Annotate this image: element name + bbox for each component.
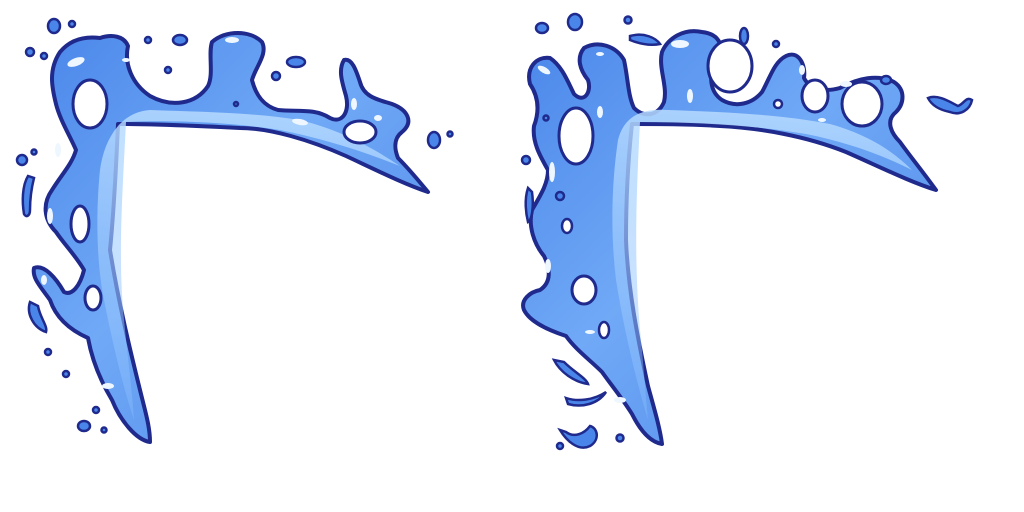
frame-hole xyxy=(597,320,611,340)
frame-hole xyxy=(83,284,103,312)
frame-hole xyxy=(560,217,574,235)
frame-inner-glow xyxy=(97,110,400,420)
frame-hole xyxy=(342,119,378,145)
frame-hole xyxy=(570,274,598,306)
frame-hole xyxy=(69,204,91,244)
frame-inner-glow xyxy=(612,109,912,420)
liquid-corner-frame-right xyxy=(520,12,974,451)
frame-hole xyxy=(800,78,830,114)
frame-hole xyxy=(71,78,109,130)
splash-droplets xyxy=(520,12,974,451)
splash-droplets xyxy=(15,17,454,434)
frame-highlights xyxy=(537,40,852,403)
frame-hole xyxy=(772,98,784,110)
frame-hole xyxy=(557,106,595,166)
frame-hole xyxy=(706,38,754,94)
liquid-corner-frame-left xyxy=(15,17,454,444)
frame-highlights xyxy=(41,37,382,389)
frame-hole xyxy=(840,80,884,128)
